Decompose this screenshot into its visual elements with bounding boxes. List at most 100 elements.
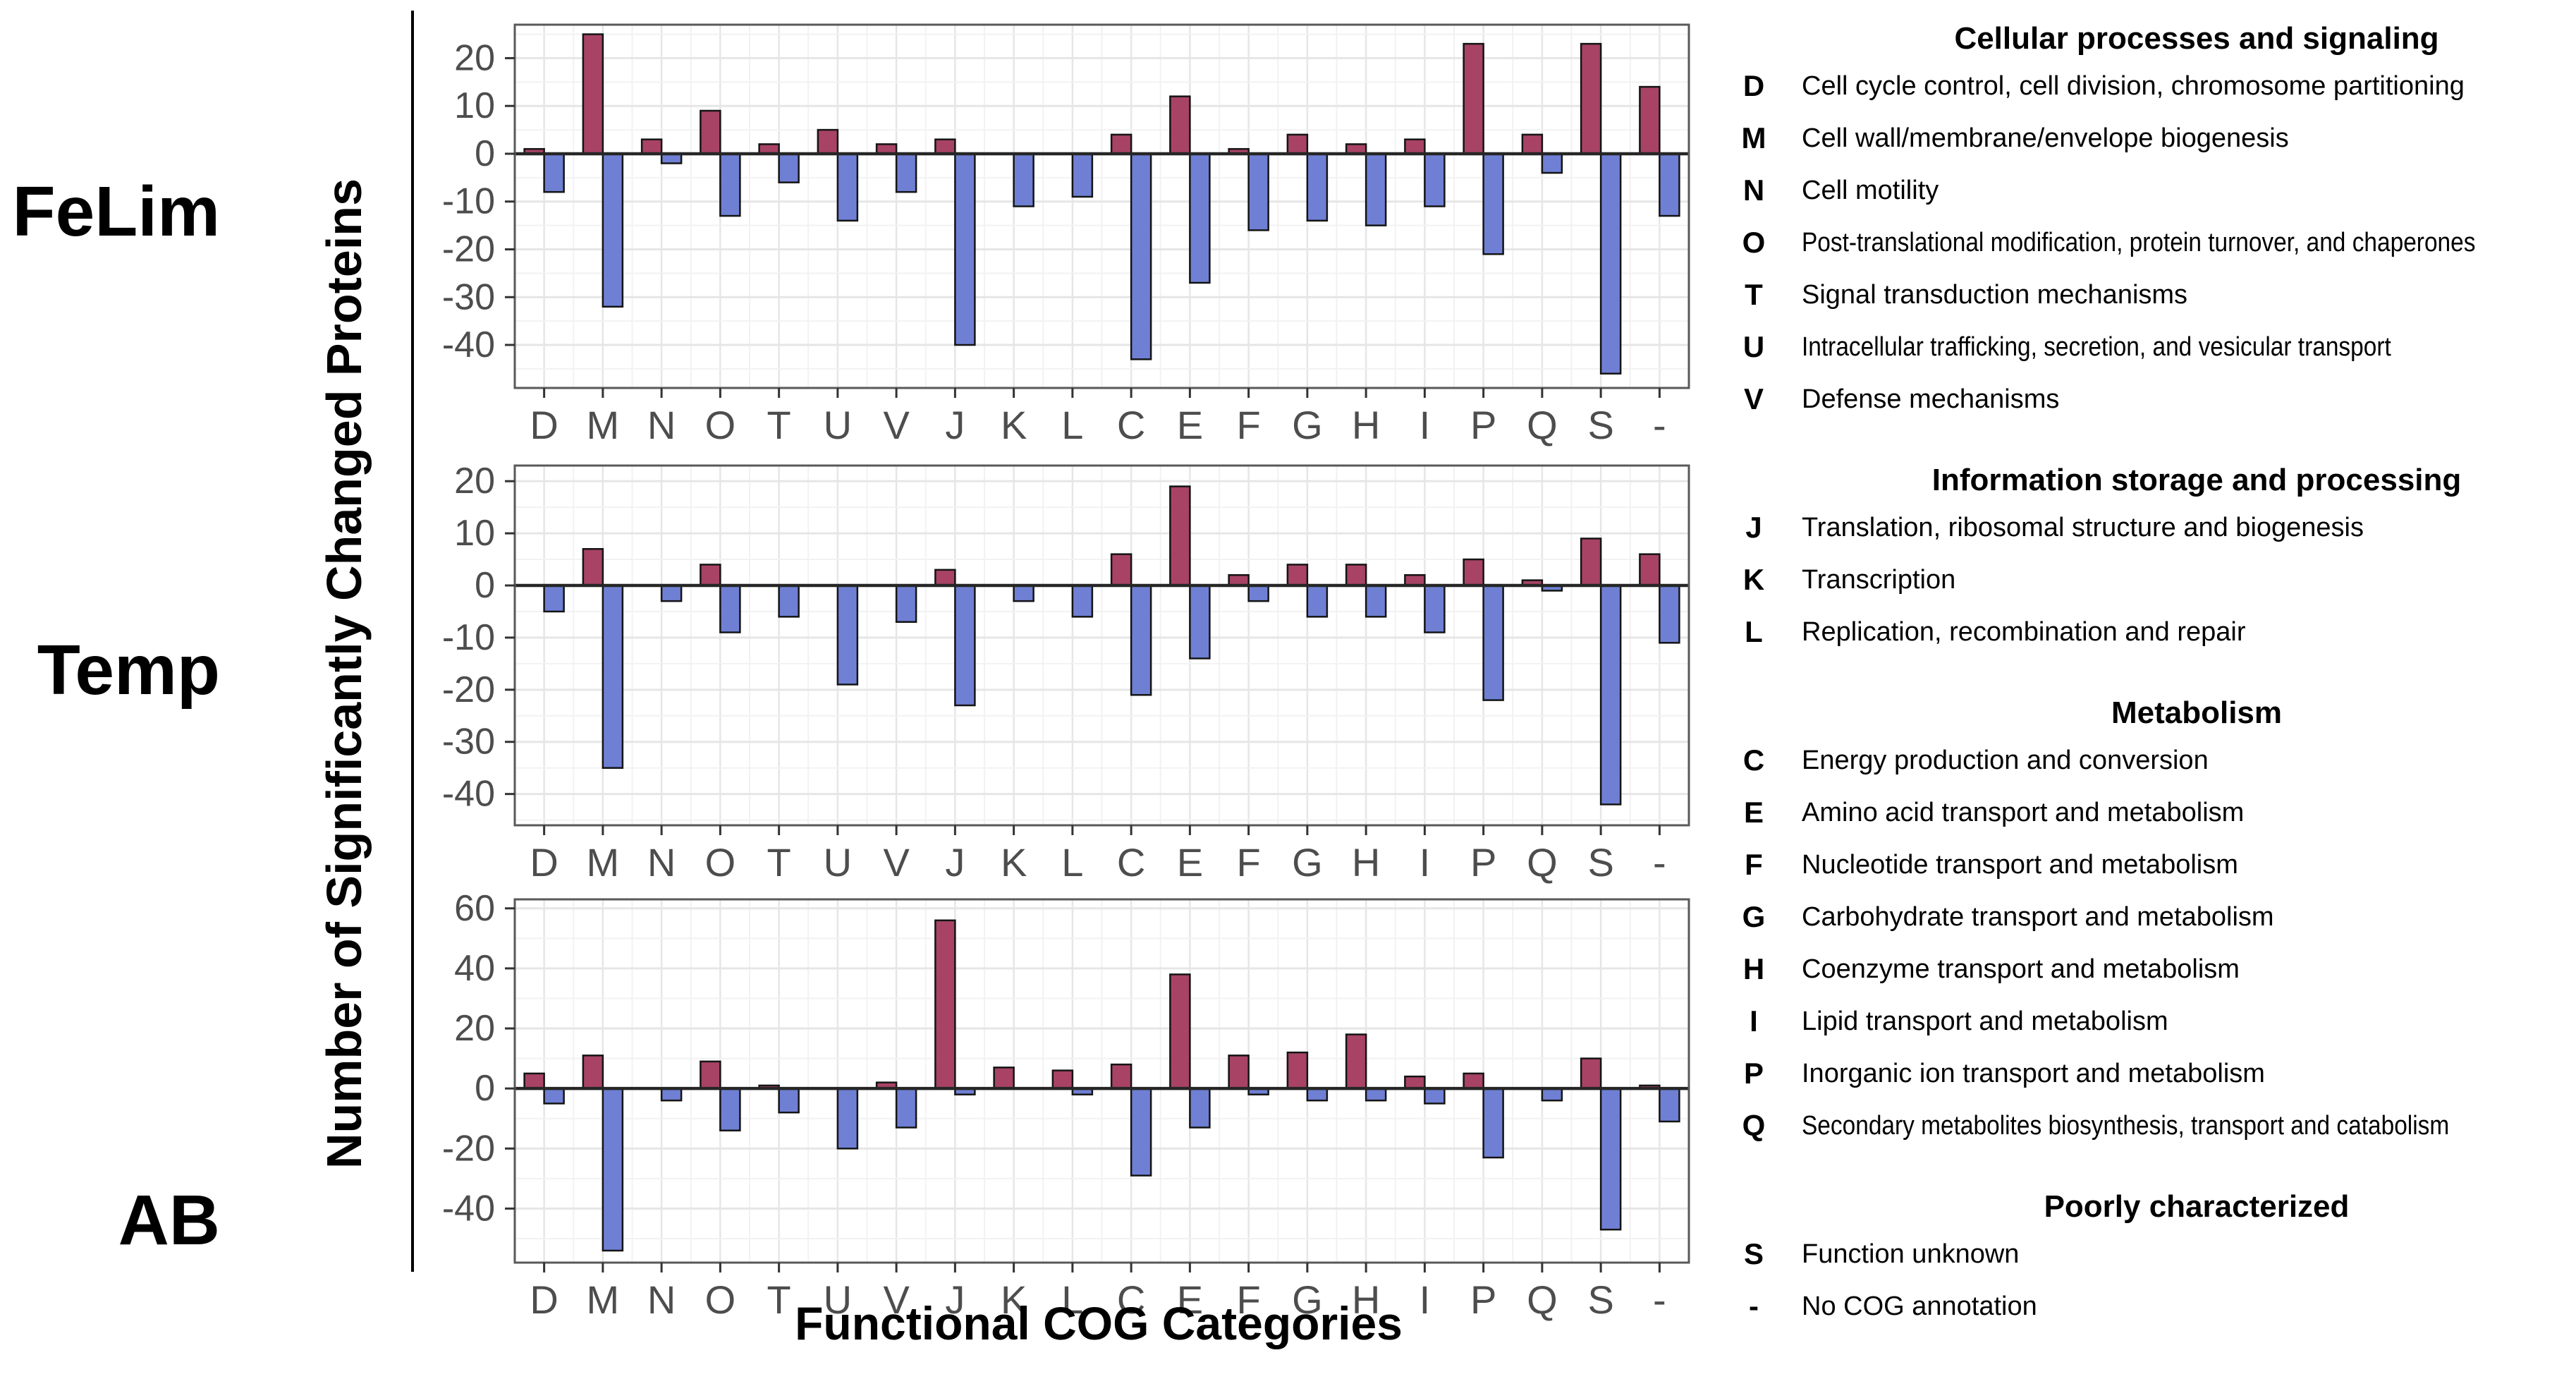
bar-decreased-K xyxy=(1013,584,1034,602)
legend-entry-description: Cell cycle control, cell division, chrom… xyxy=(1802,71,2465,101)
x-category-label: O xyxy=(705,403,736,447)
legend-entry-code: L xyxy=(1745,615,1763,648)
y-tick-label: 60 xyxy=(454,888,495,929)
x-category-label: F xyxy=(1237,403,1261,447)
y-tick-label: 0 xyxy=(475,133,495,174)
bar-decreased-G xyxy=(1306,152,1329,222)
x-category-label: K xyxy=(1001,840,1027,885)
y-tick-label: -10 xyxy=(442,617,495,658)
bar-increased-H xyxy=(1345,1033,1367,1090)
bar-decreased-I xyxy=(1424,152,1446,207)
bar-increased-G xyxy=(1286,564,1309,587)
x-category-label: D xyxy=(530,1277,558,1322)
x-category-label: T xyxy=(767,1277,791,1322)
legend-entry-code: N xyxy=(1742,174,1765,207)
bar-decreased-P xyxy=(1482,1087,1504,1159)
bar-increased-E xyxy=(1169,95,1191,155)
legend-entry-code: F xyxy=(1745,848,1763,881)
bar-increased-S xyxy=(1580,1057,1602,1090)
x-category-label: J xyxy=(945,403,965,447)
legend-entry-code: H xyxy=(1742,952,1765,985)
x-category-label: V xyxy=(883,403,910,447)
x-category-label: C xyxy=(1117,1277,1145,1322)
bar-increased-P xyxy=(1463,558,1484,587)
y-tick-label: -40 xyxy=(442,324,495,365)
legend-entry-code: C xyxy=(1742,743,1765,777)
legend-entry-code: J xyxy=(1745,511,1762,544)
legend-entry-description: No COG annotation xyxy=(1802,1291,2037,1321)
x-category-label: K xyxy=(1001,1277,1027,1322)
x-category-label: C xyxy=(1117,840,1145,885)
legend-entry-code: K xyxy=(1742,563,1765,596)
y-tick-label: -40 xyxy=(442,1188,495,1229)
legend-entry-description: Post-translational modification, protein… xyxy=(1802,227,2476,257)
bar-decreased-V xyxy=(895,152,917,193)
bar-increased-E xyxy=(1169,485,1191,587)
y-tick-label: 0 xyxy=(475,1068,495,1109)
bar-increased-N xyxy=(640,138,663,155)
legend-entry: O Post-translational modification, protei… xyxy=(1731,217,2570,269)
x-category-label: U xyxy=(824,840,852,885)
bar-decreased-F xyxy=(1247,152,1269,231)
x-category-label: - xyxy=(1653,840,1666,885)
y-tick-label: -20 xyxy=(442,669,495,710)
legend-section-title: Metabolism xyxy=(2111,695,2283,730)
legend-entry-code: V xyxy=(1743,382,1764,415)
bar-increased-S xyxy=(1580,42,1602,155)
bar-decreased-G xyxy=(1306,584,1329,618)
x-category-label: O xyxy=(705,1277,736,1322)
bar-decreased-U xyxy=(836,152,859,222)
legend-entry: G Carbohydrate transport and metabolism xyxy=(1731,891,2570,943)
bar-decreased-K xyxy=(1013,152,1034,207)
bar-decreased-C xyxy=(1130,152,1152,360)
bar-decreased-J xyxy=(954,584,976,707)
legend-entry-description: Signal transduction mechanisms xyxy=(1802,279,2188,310)
x-category-label: O xyxy=(705,840,736,885)
y-tick-label: 10 xyxy=(454,85,495,126)
legend-entry-code: D xyxy=(1742,69,1765,102)
legend-entry-description: Function unknown xyxy=(1802,1239,2020,1269)
bar-decreased-S xyxy=(1599,152,1622,375)
y-tick-label: -10 xyxy=(442,181,495,222)
bar-decreased-M xyxy=(602,152,624,308)
y-tick-label: 20 xyxy=(454,37,495,78)
y-tick-label: 40 xyxy=(454,948,495,989)
legend-entry-description: Cell wall/membrane/envelope biogenesis xyxy=(1802,123,2289,153)
legend-entry-code: P xyxy=(1743,1057,1764,1090)
legend-entry: P Inorganic ion transport and metabolism xyxy=(1731,1047,2570,1100)
legend-entry-description: Coenzyme transport and metabolism xyxy=(1802,954,2240,984)
legend-entry: F Nucleotide transport and metabolism xyxy=(1731,839,2570,891)
legend-entry: V Defense mechanisms xyxy=(1731,373,2570,425)
x-category-label: S xyxy=(1587,403,1613,447)
bar-increased-D xyxy=(523,1072,545,1090)
x-category-label: T xyxy=(767,403,791,447)
legend-entry: H Coenzyme transport and metabolism xyxy=(1731,943,2570,995)
bar-increased-M xyxy=(582,548,604,587)
bar-increased-F xyxy=(1228,1055,1250,1090)
y-tick-label: -30 xyxy=(442,722,495,763)
bar-increased-K xyxy=(993,1067,1015,1090)
legend-entry: J Translation, ribosomal structure and bi… xyxy=(1731,502,2570,554)
x-category-label: K xyxy=(1001,403,1027,447)
bar-increased-M xyxy=(582,33,604,155)
x-axis-title: Functional COG Categories xyxy=(795,1297,1403,1349)
x-category-label: V xyxy=(883,840,910,885)
x-category-label: L xyxy=(1061,840,1083,885)
x-category-label: U xyxy=(824,1277,852,1322)
bar-increased-I xyxy=(1404,138,1426,155)
bar-increased-I xyxy=(1404,1075,1426,1090)
bar-decreased-C xyxy=(1130,584,1152,696)
bar-increased-C xyxy=(1110,553,1133,587)
bar-decreased-P xyxy=(1482,152,1504,255)
legend-entry-description: Defense mechanisms xyxy=(1802,384,2060,414)
legend-entry-description: Amino acid transport and metabolism xyxy=(1802,797,2245,827)
panel-border xyxy=(513,23,1690,389)
bar-increased-Q xyxy=(1521,133,1544,155)
legend-entry-description: Lipid transport and metabolism xyxy=(1802,1006,2168,1036)
bar-decreased-F xyxy=(1247,584,1269,602)
bar-decreased-I xyxy=(1424,584,1446,633)
bar-decreased-M xyxy=(602,584,624,769)
legend-entry: C Energy production and conversion xyxy=(1731,734,2570,786)
legend-entry-description: Cell motility xyxy=(1802,175,1939,205)
